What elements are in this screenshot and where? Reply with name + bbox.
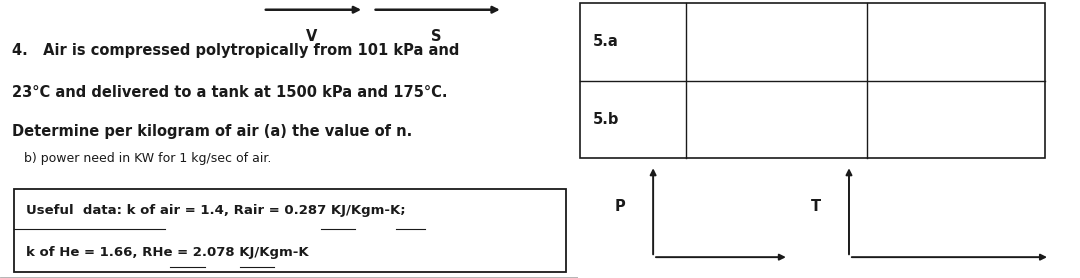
Text: 4.   Air is compressed polytropically from 101 kPa and: 4. Air is compressed polytropically from… — [12, 43, 459, 58]
Bar — [580, 3, 1044, 158]
Text: Useful  data: k of air = 1.4, Rair = 0.287 KJ/Kgm-K;: Useful data: k of air = 1.4, Rair = 0.28… — [26, 204, 406, 217]
Text: b) power need in KW for 1 kg/sec of air.: b) power need in KW for 1 kg/sec of air. — [12, 152, 271, 165]
Text: 5.b: 5.b — [593, 112, 619, 127]
Text: V: V — [307, 29, 318, 44]
Text: T: T — [811, 199, 822, 214]
Text: P: P — [616, 199, 626, 214]
Text: k of He = 1.66, RHe = 2.078 KJ/Kgm-K: k of He = 1.66, RHe = 2.078 KJ/Kgm-K — [26, 246, 309, 259]
Text: S: S — [431, 29, 442, 44]
Text: 5.a: 5.a — [593, 34, 619, 49]
Bar — [14, 189, 566, 272]
Text: Determine per kilogram of air (a) the value of n.: Determine per kilogram of air (a) the va… — [12, 124, 411, 139]
Text: 23°C and delivered to a tank at 1500 kPa and 175°C.: 23°C and delivered to a tank at 1500 kPa… — [12, 85, 447, 100]
